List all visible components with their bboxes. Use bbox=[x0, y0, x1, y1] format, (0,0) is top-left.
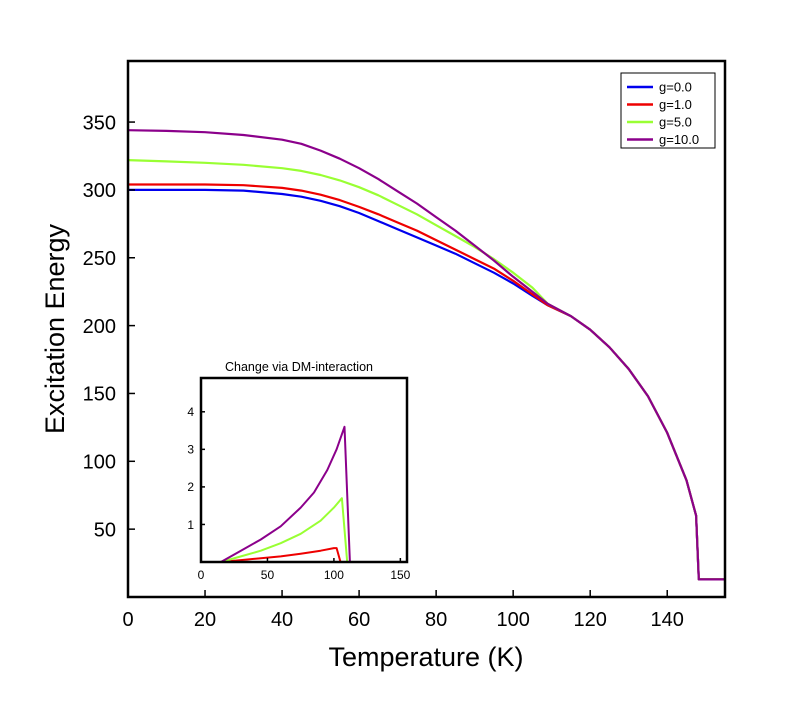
legend-label-3: g=10.0 bbox=[659, 132, 699, 147]
main-x-tick-label-7: 140 bbox=[651, 609, 684, 631]
inset-y-tick-label-2: 3 bbox=[187, 443, 194, 457]
legend-label-2: g=5.0 bbox=[659, 115, 692, 130]
main-x-tick-label-3: 60 bbox=[348, 609, 370, 631]
inset-x-tick-label-0: 0 bbox=[198, 568, 205, 582]
legend-label-0: g=0.0 bbox=[659, 80, 692, 95]
main-x-tick-label-4: 80 bbox=[425, 609, 447, 631]
inset-y-tick-label-1: 2 bbox=[187, 480, 194, 494]
legend: g=0.0 g=1.0 g=5.0 g=10.0 bbox=[620, 72, 716, 149]
main-plot-frame bbox=[126, 59, 727, 599]
main-y-tick-label-1: 100 bbox=[83, 452, 116, 474]
main-y-tick-label-6: 350 bbox=[83, 112, 116, 134]
y-axis-label: Excitation Energy bbox=[40, 223, 70, 434]
main-y-tick-label-0: 50 bbox=[94, 519, 116, 541]
main-x-tick-label-2: 40 bbox=[271, 609, 293, 631]
inset-plot: 0 50 100 150 1 2 3 4 Change via DM-interaction bbox=[187, 360, 410, 582]
inset-title: Change via DM-interaction bbox=[225, 360, 373, 374]
main-series-line-3 bbox=[127, 129, 725, 581]
main-y-tick-label-3: 200 bbox=[83, 316, 116, 338]
main-y-tick-label-4: 250 bbox=[83, 248, 116, 270]
inset-y-tick-label-3: 4 bbox=[187, 405, 194, 419]
main-series-group bbox=[127, 129, 725, 581]
inset-series-line-2 bbox=[201, 497, 407, 563]
legend-label-1: g=1.0 bbox=[659, 97, 692, 112]
inset-x-tick-label-1: 50 bbox=[261, 568, 275, 582]
main-x-tick-label-5: 100 bbox=[496, 609, 529, 631]
inset-series-line-3 bbox=[201, 425, 407, 563]
inset-frame bbox=[199, 376, 409, 564]
main-y-tick-label-5: 300 bbox=[83, 180, 116, 202]
inset-x-tick-label-2: 100 bbox=[324, 568, 344, 582]
main-x-tick-label-6: 120 bbox=[574, 609, 607, 631]
main-y-tick-label-2: 150 bbox=[83, 384, 116, 406]
inset-ticks-group: 0 50 100 150 1 2 3 4 bbox=[187, 405, 410, 582]
legend-box bbox=[620, 72, 716, 149]
x-axis-label: Temperature (K) bbox=[328, 642, 523, 672]
main-x-tick-label-1: 20 bbox=[194, 609, 216, 631]
main-x-tick-label-0: 0 bbox=[122, 609, 133, 631]
inset-x-tick-label-3: 150 bbox=[390, 568, 410, 582]
inset-y-tick-label-0: 1 bbox=[187, 518, 194, 532]
inset-series-line-1 bbox=[201, 547, 407, 563]
inset-background bbox=[201, 378, 407, 562]
